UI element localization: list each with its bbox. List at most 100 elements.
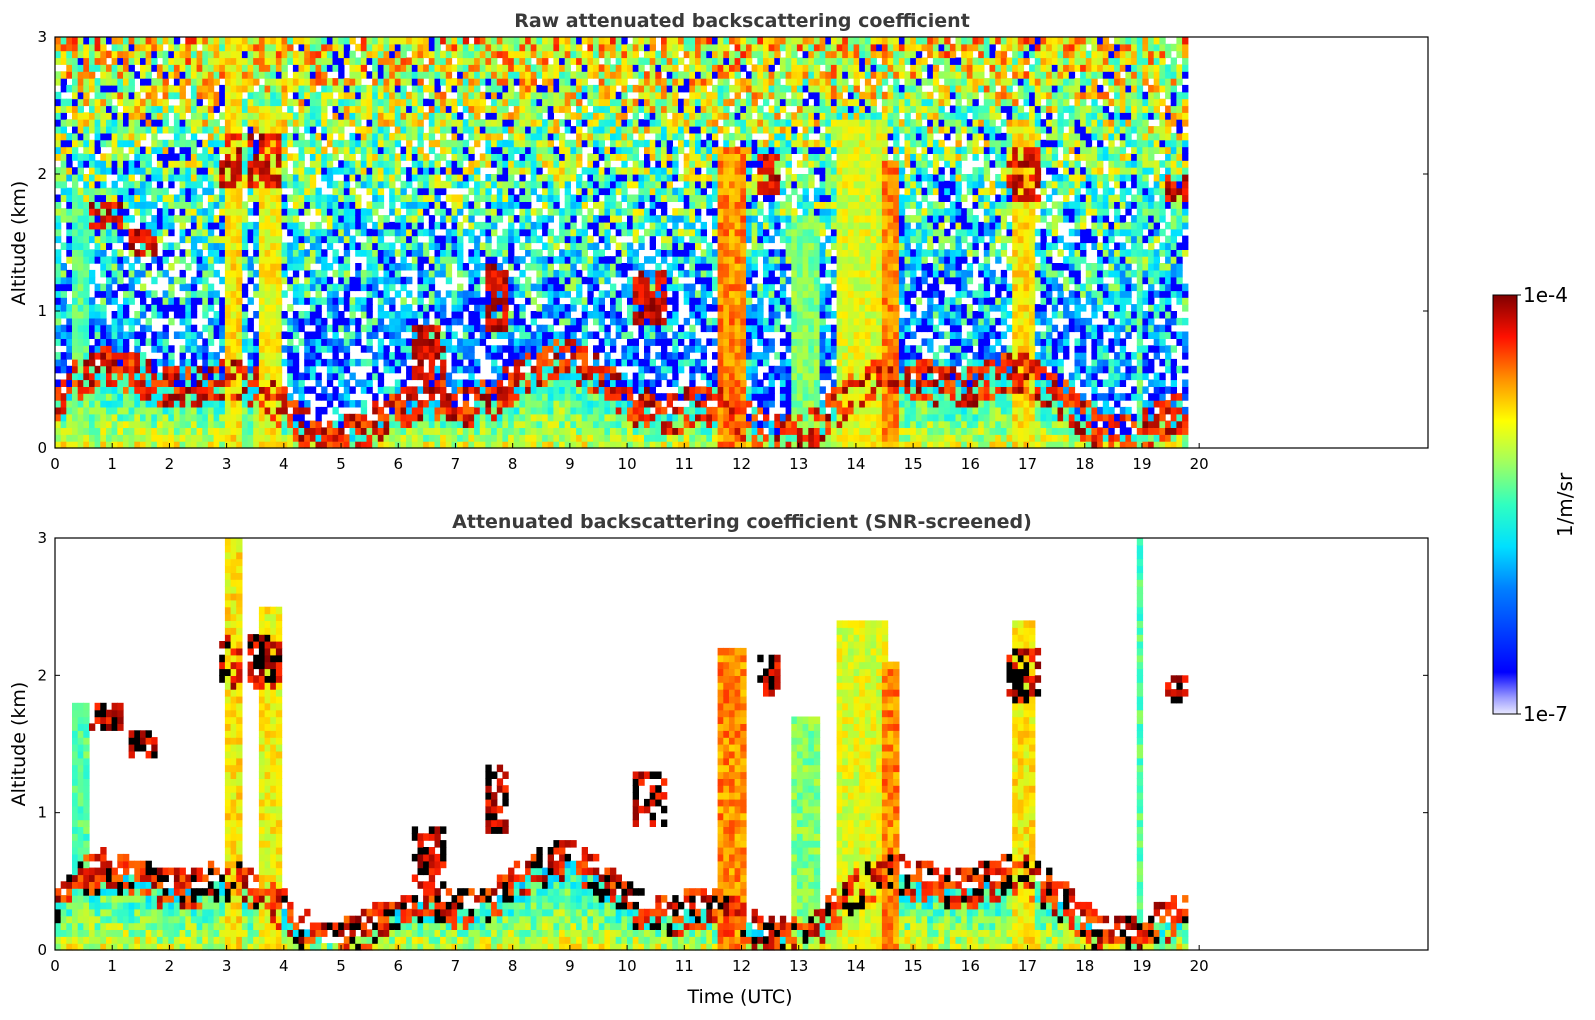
heatmap-cell — [519, 290, 526, 298]
heatmap-cell — [496, 297, 504, 305]
heatmap-cell — [417, 427, 424, 435]
heatmap-cell — [309, 112, 317, 120]
heatmap-cell — [309, 297, 317, 305]
heatmap-cell — [491, 84, 498, 93]
heatmap-cell — [389, 317, 396, 326]
heatmap-cell — [236, 78, 243, 86]
heatmap-cell — [377, 427, 385, 435]
heatmap-cell — [55, 132, 62, 141]
heatmap-cell — [179, 406, 186, 415]
heatmap-cell — [411, 194, 419, 202]
heatmap-cell — [564, 324, 571, 333]
heatmap-cell — [100, 43, 107, 52]
heatmap-cell — [423, 400, 430, 408]
heatmap-cell — [83, 215, 90, 223]
heatmap-cell — [377, 37, 385, 45]
heatmap-cell — [162, 98, 169, 107]
heatmap-cell — [179, 78, 186, 86]
heatmap-cell — [559, 331, 566, 339]
heatmap-cell — [230, 338, 237, 346]
heatmap-cell — [224, 372, 232, 381]
heatmap-cell — [173, 126, 181, 134]
heatmap-cell — [179, 43, 186, 52]
heatmap-cell — [315, 345, 322, 353]
heatmap-cell — [525, 413, 532, 422]
heatmap-cell — [547, 174, 554, 182]
heatmap-cell — [491, 311, 498, 319]
heatmap-cell — [485, 174, 492, 182]
heatmap-cell — [343, 43, 351, 52]
heatmap-cell — [258, 263, 266, 271]
heatmap-cell — [564, 91, 571, 100]
heatmap-cell — [281, 153, 288, 161]
heatmap-cell — [434, 221, 441, 230]
heatmap-cell — [598, 365, 605, 374]
heatmap-cell — [411, 146, 419, 154]
heatmap-cell — [128, 194, 135, 202]
heatmap-cell — [236, 43, 243, 52]
heatmap-cell — [519, 338, 526, 346]
heatmap-cell — [60, 50, 67, 59]
heatmap-cell — [315, 37, 322, 45]
heatmap-cell — [207, 112, 215, 120]
heatmap-cell — [564, 180, 571, 189]
heatmap-cell — [445, 420, 453, 428]
heatmap-cell — [270, 434, 277, 442]
heatmap-cell — [253, 249, 260, 257]
heatmap-cell — [434, 119, 441, 127]
heatmap-cell — [559, 215, 566, 223]
heatmap-cell — [332, 304, 339, 312]
heatmap-cell — [343, 331, 351, 339]
heatmap-cell — [553, 105, 560, 113]
heatmap-cell — [83, 187, 90, 196]
heatmap-cell — [55, 167, 62, 175]
heatmap-cell — [55, 221, 62, 230]
heatmap-cell — [338, 126, 345, 134]
heatmap-cell — [185, 249, 192, 257]
heatmap-cell — [417, 324, 424, 333]
heatmap-cell — [100, 406, 107, 415]
heatmap-cell — [343, 256, 351, 264]
heatmap-cell — [496, 276, 504, 285]
heatmap-cell — [247, 324, 254, 333]
heatmap-cell — [219, 345, 226, 353]
heatmap-cell — [298, 324, 305, 333]
heatmap-cell — [66, 228, 73, 237]
heatmap-cell — [491, 427, 498, 435]
heatmap-cell — [400, 434, 407, 442]
heatmap-cell — [253, 91, 260, 100]
heatmap-cell — [530, 50, 537, 59]
heatmap-cell — [123, 290, 130, 298]
heatmap-cell — [343, 139, 351, 148]
heatmap-cell — [128, 263, 135, 271]
heatmap-cell — [406, 153, 413, 161]
heatmap-cell — [264, 43, 271, 52]
heatmap-cell — [587, 242, 594, 250]
heatmap-cell — [400, 242, 407, 250]
heatmap-cell — [564, 228, 571, 237]
heatmap-cell — [66, 146, 73, 154]
heatmap-cell — [406, 276, 413, 285]
heatmap-cell — [377, 112, 385, 120]
heatmap-cell — [400, 406, 407, 415]
heatmap-cell — [445, 256, 453, 264]
heatmap-cell — [485, 215, 492, 223]
heatmap-cell — [55, 91, 62, 100]
heatmap-cell — [468, 324, 475, 333]
heatmap-cell — [508, 208, 515, 216]
heatmap-cell — [55, 434, 62, 442]
heatmap-cell — [440, 331, 447, 339]
heatmap-cell — [94, 400, 101, 408]
heatmap-cell — [207, 146, 215, 154]
heatmap-cell — [536, 304, 543, 312]
heatmap-cell — [264, 406, 271, 415]
heatmap-cell — [355, 297, 362, 305]
heatmap-cell — [411, 119, 419, 127]
heatmap-cell — [202, 105, 209, 113]
heatmap-cell — [128, 276, 135, 285]
heatmap-cell — [219, 194, 226, 202]
heatmap-cell — [55, 324, 62, 333]
heatmap-cell — [275, 64, 283, 72]
heatmap-cell — [275, 91, 283, 100]
heatmap-cell — [570, 358, 577, 367]
